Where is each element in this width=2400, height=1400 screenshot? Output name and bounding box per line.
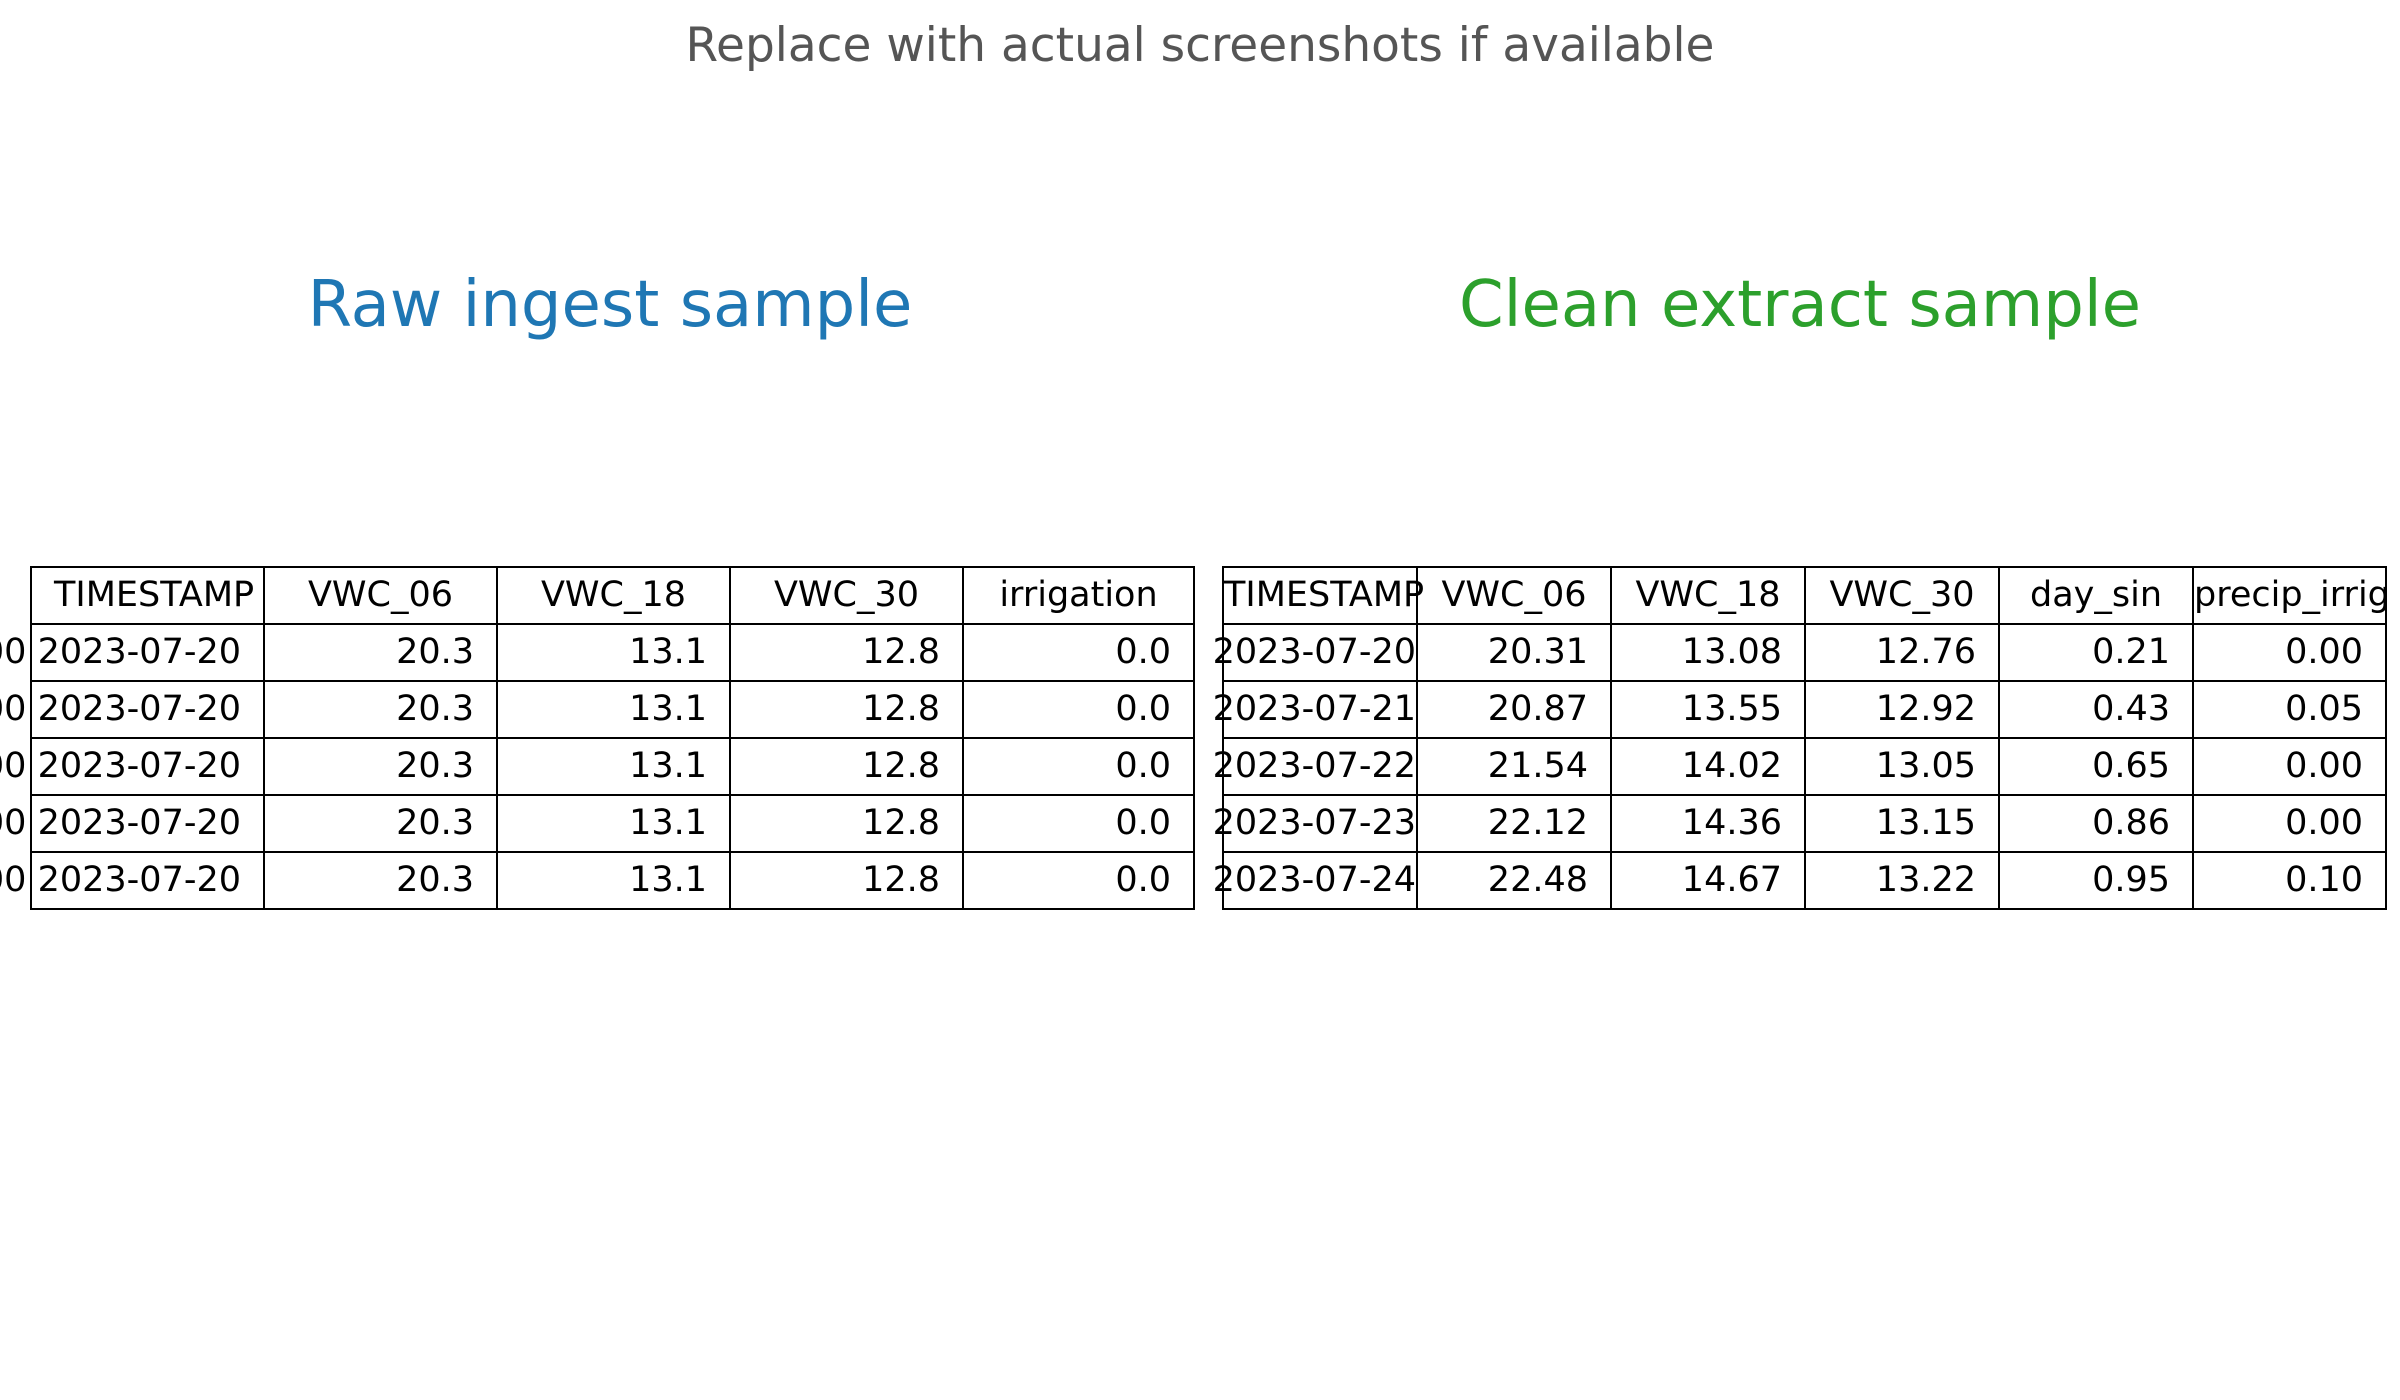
clean-timestamp-cell: 2023-07-22 — [1213, 737, 1418, 796]
clean-timestamp-cell: 2023-07-23 — [1213, 794, 1418, 853]
raw-value-cell: 0.0 — [962, 680, 1195, 739]
raw-header-cell: irrigation — [962, 566, 1195, 625]
raw-value-cell: 0.0 — [962, 794, 1195, 853]
raw-value-cell: 20.3 — [263, 794, 498, 853]
table-row: 2023-07-24 22.48 14.67 13.22 0.95 0.10 — [1213, 851, 2387, 910]
raw-header-cell: VWC_30 — [729, 566, 964, 625]
raw-value-cell: 13.1 — [496, 794, 731, 853]
clean-header-cell: day_sin — [1998, 566, 2194, 625]
raw-value-cell: 12.8 — [729, 794, 964, 853]
raw-timestamp-cell: 2023-07-20 01:00 — [0, 680, 265, 739]
clean-value-cell: 21.54 — [1416, 737, 1612, 796]
raw-value-cell: 0.0 — [962, 737, 1195, 796]
raw-value-cell: 13.1 — [496, 623, 731, 682]
table-row: 2023-07-20 20.31 13.08 12.76 0.21 0.00 — [1213, 623, 2387, 682]
raw-value-cell: 12.8 — [729, 851, 964, 910]
raw-value-cell: 12.8 — [729, 623, 964, 682]
raw-header-row: TIMESTAMP VWC_06 VWC_18 VWC_30 irrigation — [30, 566, 1195, 625]
raw-value-cell: 13.1 — [496, 737, 731, 796]
clean-value-cell: 0.65 — [1998, 737, 2194, 796]
raw-value-cell: 13.1 — [496, 680, 731, 739]
clean-value-cell: 14.36 — [1610, 794, 1806, 853]
raw-header-cell: VWC_18 — [496, 566, 731, 625]
clean-value-cell: 22.48 — [1416, 851, 1612, 910]
clean-value-cell: 13.05 — [1804, 737, 2000, 796]
raw-table-body: 2023-07-20 00:0020.313.112.80.02023-07-2… — [0, 623, 1195, 910]
clean-header-cell: VWC_18 — [1610, 566, 1806, 625]
clean-value-cell: 13.55 — [1610, 680, 1806, 739]
raw-timestamp-cell: 2023-07-20 00:00 — [0, 623, 265, 682]
raw-value-cell: 20.3 — [263, 851, 498, 910]
clean-value-cell: 14.67 — [1610, 851, 1806, 910]
raw-value-cell: 0.0 — [962, 851, 1195, 910]
clean-timestamp-cell: 2023-07-24 — [1213, 851, 1418, 910]
table-row: 2023-07-23 22.12 14.36 13.15 0.86 0.00 — [1213, 794, 2387, 853]
table-row: 2023-07-21 20.87 13.55 12.92 0.43 0.05 — [1213, 680, 2387, 739]
clean-value-cell: 0.95 — [1998, 851, 2194, 910]
clean-value-cell: 13.08 — [1610, 623, 1806, 682]
raw-value-cell: 0.0 — [962, 623, 1195, 682]
clean-extract-table: TIMESTAMP VWC_06 VWC_18 VWC_30 day_sin precip… — [1213, 566, 2390, 910]
clean-value-cell: 14.02 — [1610, 737, 1806, 796]
raw-ingest-table: TIMESTAMP VWC_06 VWC_18 VWC_30 irrigation 20… — [0, 566, 1195, 910]
clean-value-cell: 12.92 — [1804, 680, 2000, 739]
clean-value-cell: 0.00 — [2192, 623, 2387, 682]
clean-value-cell: 20.87 — [1416, 680, 1612, 739]
clean-value-cell: 12.76 — [1804, 623, 2000, 682]
raw-value-cell: 20.3 — [263, 680, 498, 739]
raw-timestamp-cell: 2023-07-20 01:00 — [0, 737, 265, 796]
raw-value-cell: 12.8 — [729, 737, 964, 796]
clean-value-cell: 0.86 — [1998, 794, 2194, 853]
clean-table-body: 2023-07-20 20.31 13.08 12.76 0.21 0.00 2023-07… — [1213, 623, 2387, 910]
clean-header-row: TIMESTAMP VWC_06 VWC_18 VWC_30 day_sin precip… — [1222, 566, 2390, 625]
clean-value-cell: 13.22 — [1804, 851, 2000, 910]
clean-value-cell: 22.12 — [1416, 794, 1612, 853]
clean-value-cell: 20.31 — [1416, 623, 1612, 682]
raw-header-cell: VWC_06 — [263, 566, 498, 625]
clean-header-cell: precip_irrig — [2192, 566, 2390, 625]
clean-timestamp-cell: 2023-07-21 — [1213, 680, 1418, 739]
figure-suptitle: Replace with actual screenshots if avail… — [685, 18, 1715, 73]
raw-value-cell: 12.8 — [729, 680, 964, 739]
table-row: 2023-07-22 21.54 14.02 13.05 0.65 0.00 — [1213, 737, 2387, 796]
clean-value-cell: 13.15 — [1804, 794, 2000, 853]
raw-value-cell: 13.1 — [496, 851, 731, 910]
clean-value-cell: 0.00 — [2192, 794, 2387, 853]
raw-timestamp-cell: 2023-07-20 02:00 — [0, 794, 265, 853]
clean-value-cell: 0.43 — [1998, 680, 2194, 739]
clean-timestamp-cell: 2023-07-20 — [1213, 623, 1418, 682]
raw-value-cell: 20.3 — [263, 623, 498, 682]
clean-table-title: Clean extract sample — [1458, 268, 2142, 342]
raw-table-title: Raw ingest sample — [307, 268, 913, 342]
raw-header-cell: TIMESTAMP — [30, 566, 265, 625]
raw-timestamp-cell: 2023-07-20 03:00 — [0, 851, 265, 910]
clean-value-cell: 0.21 — [1998, 623, 2194, 682]
clean-value-cell: 0.00 — [2192, 737, 2387, 796]
clean-header-cell: VWC_06 — [1416, 566, 1612, 625]
raw-value-cell: 20.3 — [263, 737, 498, 796]
clean-value-cell: 0.05 — [2192, 680, 2387, 739]
clean-header-cell: VWC_30 — [1804, 566, 2000, 625]
clean-value-cell: 0.10 — [2192, 851, 2387, 910]
clean-header-cell: TIMESTAMP — [1222, 566, 1424, 625]
